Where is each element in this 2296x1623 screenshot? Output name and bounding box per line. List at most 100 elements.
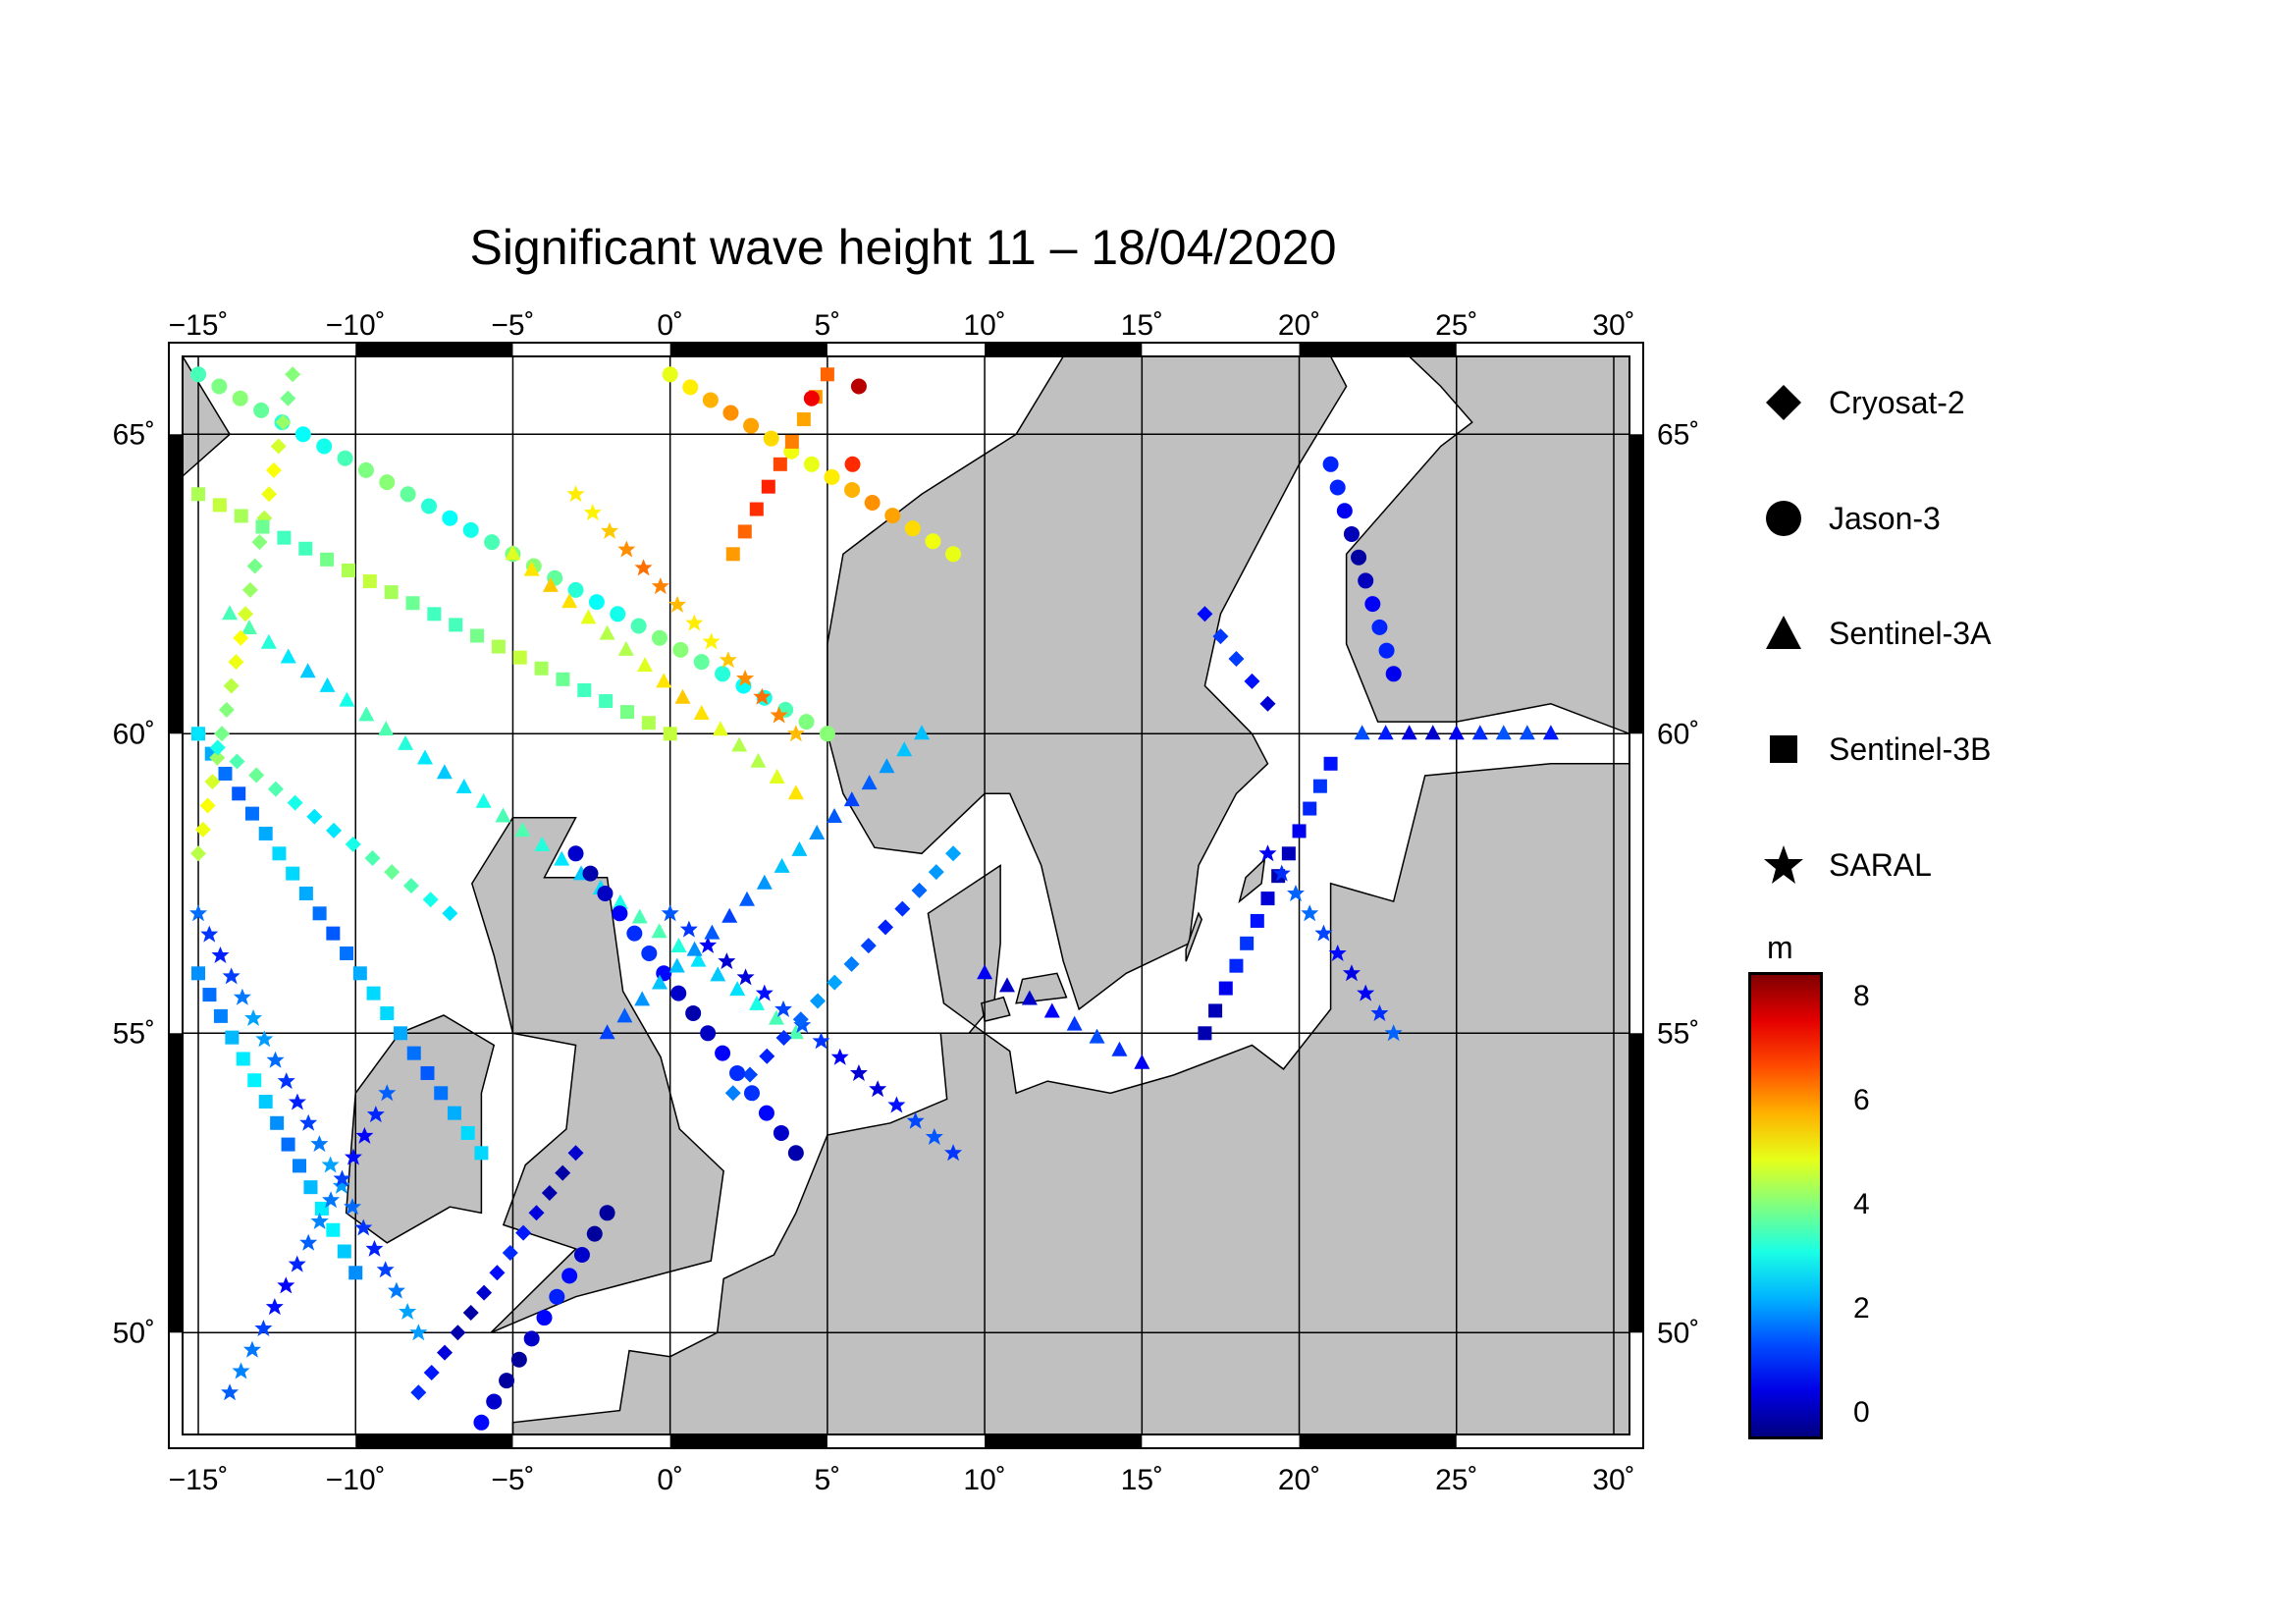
track-point — [474, 1146, 489, 1161]
land-finland — [1345, 356, 1629, 735]
lat-tick-label: 65˚ — [1657, 418, 1699, 451]
track-point — [462, 1304, 479, 1321]
legend-item-jason: Jason-3 — [1762, 494, 1941, 543]
track-point — [556, 672, 570, 686]
axis-tick-labels: −15˚ −15˚ −10˚ −10˚ −5˚ −5˚ 0˚ 0˚ 5˚ 5˚ 10˚ 10˚ 15˚ 1… — [113, 309, 1700, 1496]
legend-label: Sentinel-3B — [1829, 730, 1992, 767]
lon-tick-label: 20˚ — [1278, 309, 1320, 342]
frame-bar — [669, 343, 828, 356]
track-point — [232, 390, 248, 406]
track-point — [925, 1128, 943, 1146]
track-point — [737, 524, 752, 539]
track-point — [662, 366, 678, 383]
track-point — [326, 1222, 341, 1237]
track-point — [348, 1266, 363, 1280]
track-point — [637, 657, 654, 673]
track-point — [228, 654, 244, 671]
track-point — [1281, 846, 1296, 861]
track-point — [682, 379, 699, 396]
track-point — [211, 378, 228, 395]
track-point — [1358, 572, 1374, 589]
track-point — [194, 821, 211, 838]
track-point — [878, 919, 894, 936]
track-point — [555, 1164, 571, 1181]
track-point — [1260, 892, 1275, 906]
track-point — [702, 632, 721, 650]
track-point — [739, 891, 756, 906]
track-point — [651, 577, 669, 595]
track-point — [812, 1032, 830, 1050]
track-point — [298, 886, 313, 900]
lon-tick-label: 10˚ — [963, 1464, 1005, 1496]
track-point — [810, 993, 827, 1009]
track-point — [617, 640, 634, 656]
colorbar-tick: 4 — [1853, 1188, 1870, 1220]
track-point — [884, 508, 901, 524]
legend-label: SARAL — [1829, 846, 1932, 883]
frame-bar — [985, 343, 1143, 356]
track-point — [787, 1145, 804, 1162]
track-point — [796, 412, 811, 427]
track-point — [1021, 990, 1038, 1005]
track-point — [326, 822, 343, 839]
track-point — [1043, 1002, 1060, 1018]
track-point — [258, 826, 273, 840]
track-point — [773, 1124, 789, 1141]
track-point — [489, 1265, 506, 1281]
track-point — [402, 878, 419, 894]
track-point — [213, 1008, 228, 1023]
track-point — [554, 850, 570, 866]
track-point — [792, 1011, 809, 1028]
track-point — [1364, 596, 1381, 613]
track-point — [599, 1024, 615, 1040]
track-point — [499, 1373, 515, 1389]
track-point — [549, 1288, 565, 1305]
track-point — [768, 1009, 784, 1025]
track-point — [277, 1072, 295, 1090]
track-point — [534, 836, 551, 851]
colorbar — [1748, 972, 1823, 1439]
frame-bar — [1629, 434, 1643, 734]
track-point — [630, 618, 647, 634]
track-point — [306, 808, 323, 825]
track-point — [272, 846, 287, 861]
track-point — [341, 563, 355, 577]
track-point — [321, 1156, 340, 1173]
track-point — [719, 651, 737, 669]
track-point — [200, 925, 219, 943]
legend-item-cryosat: Cryosat-2 — [1762, 378, 1965, 427]
track-point — [1228, 651, 1245, 668]
track-point — [827, 974, 843, 991]
track-point — [656, 673, 672, 688]
track-point — [685, 614, 704, 631]
track-point — [1258, 844, 1277, 862]
track-point — [229, 753, 245, 770]
frame-bar — [169, 1033, 183, 1333]
track-point — [670, 985, 687, 1001]
track-point — [312, 906, 327, 921]
track-point — [830, 1048, 849, 1065]
track-point — [1495, 725, 1512, 740]
track-point — [366, 1106, 385, 1123]
track-point — [803, 456, 820, 472]
track-point — [299, 663, 316, 678]
track-point — [567, 1145, 584, 1162]
track-point — [421, 498, 438, 514]
track-point — [1301, 904, 1319, 922]
star-icon — [1764, 845, 1803, 884]
track-point — [860, 938, 877, 954]
track-point — [827, 808, 843, 824]
track-point — [436, 764, 453, 780]
lat-tick-label: 55˚ — [113, 1017, 155, 1050]
track-point — [232, 786, 246, 801]
track-point — [337, 450, 353, 466]
track-point — [266, 1051, 285, 1068]
track-point — [442, 905, 458, 922]
track-point — [803, 390, 820, 406]
track-point — [693, 654, 710, 671]
track-point — [387, 1281, 405, 1299]
track-point — [255, 1030, 274, 1048]
track-point — [668, 957, 685, 973]
lon-tick-label: 15˚ — [1121, 1464, 1163, 1496]
track-point — [510, 1351, 527, 1368]
